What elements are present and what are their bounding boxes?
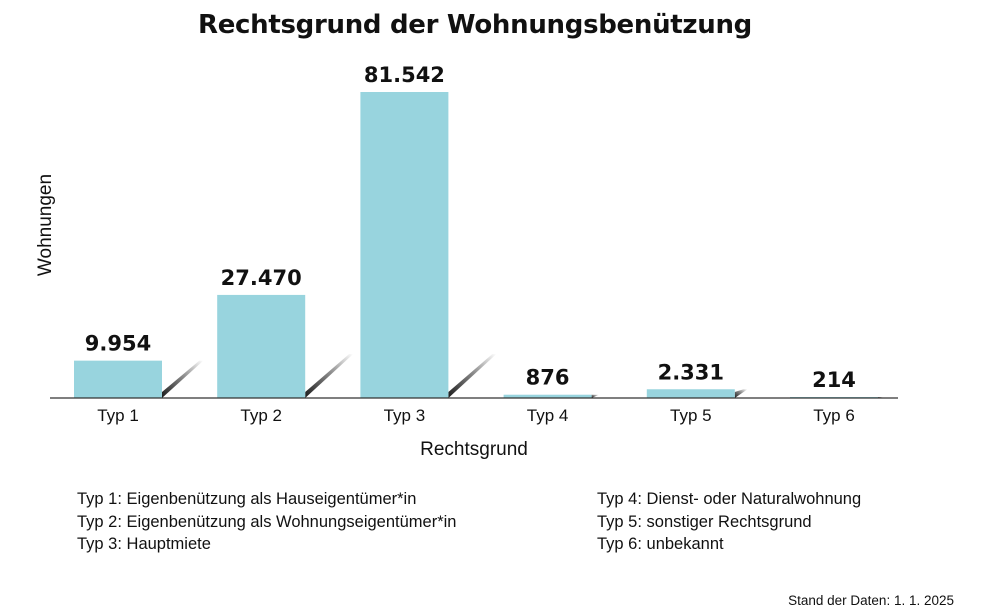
value-label: 81.542 [364, 63, 445, 87]
x-tick-label: Typ 4 [527, 406, 569, 425]
legend-item: Typ 2: Eigenbenützung als Wohnungseigent… [77, 512, 457, 531]
value-labels: 9.954 27.470 81.542 876 2.331 214 [85, 63, 856, 392]
legend-item: Typ 4: Dienst- oder Naturalwohnung [597, 490, 862, 508]
legend-left: Typ 1: Eigenbenützung als Hauseigentümer… [77, 488, 456, 556]
bars [74, 92, 878, 398]
x-tick-label: Typ 2 [240, 406, 282, 425]
bar [74, 360, 162, 398]
x-axis-label: Rechtsgrund [420, 439, 528, 460]
legend-item: Typ 3: Hauptmiete [77, 535, 211, 553]
tick-labels: Typ 1 Typ 2 Typ 3 Typ 4 Typ 5 Typ 6 [97, 406, 855, 425]
bar [646, 389, 735, 398]
legend-right: Typ 4: Dienst- oder Naturalwohnung Typ 5… [597, 488, 861, 556]
bar-shadow [734, 389, 748, 398]
x-tick-label: Typ 1 [97, 406, 139, 425]
legend-item: Typ 5: sonstiger Rechtsgrund [597, 512, 812, 531]
data-date-note: Stand der Daten: 1. 1. 2025 [788, 593, 954, 608]
bar [217, 294, 306, 398]
bar-shadow [305, 354, 354, 398]
legend-item: Typ 1: Eigenbenützung als Hauseigentümer… [77, 490, 417, 508]
x-tick-label: Typ 5 [670, 406, 712, 425]
value-label: 27.470 [221, 266, 302, 290]
x-tick-label: Typ 3 [384, 406, 426, 425]
chart-title: Rechtsgrund der Wohnungsbenützung [197, 10, 752, 40]
value-label: 9.954 [85, 332, 151, 356]
y-axis-label: Wohnungen [35, 174, 56, 276]
x-tick-label: Typ 6 [813, 406, 855, 425]
bar-shadows [162, 354, 883, 398]
value-label: 214 [812, 368, 856, 392]
value-label: 2.331 [658, 360, 724, 384]
bar [503, 394, 592, 398]
bar-shadow [162, 360, 204, 398]
legend-item: Typ 6: unbekannt [597, 535, 724, 553]
value-label: 876 [526, 366, 570, 390]
bar-shadow [448, 354, 497, 398]
bar [360, 92, 449, 398]
bar-shadow [591, 394, 599, 398]
